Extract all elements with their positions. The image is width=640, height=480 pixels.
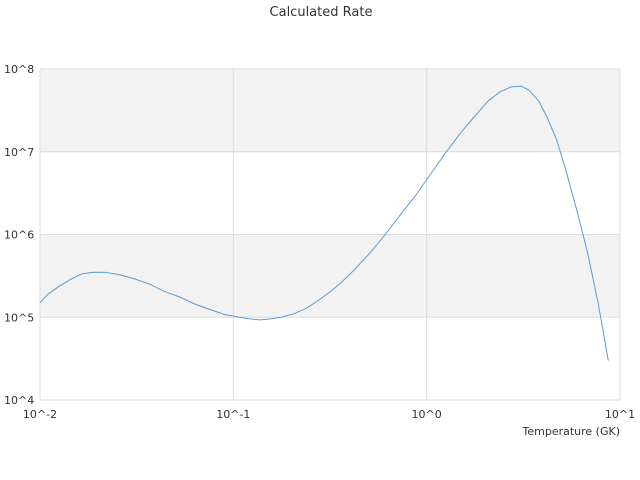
data-point <box>194 303 195 304</box>
data-point <box>271 318 272 319</box>
series-line <box>39 85 609 361</box>
background-bands <box>40 69 620 318</box>
x-tick-label: 10^0 <box>412 408 442 421</box>
data-point <box>353 270 354 271</box>
data-point <box>47 294 48 295</box>
data-point <box>237 316 238 317</box>
data-point <box>383 236 384 237</box>
data-point <box>71 278 72 279</box>
y-tick-labels: 10^4 10^5 10^6 10^7 10^8 <box>4 63 34 407</box>
x-axis-label: Temperature (GK) <box>522 425 621 438</box>
chart-title: Calculated Rate <box>270 5 373 20</box>
data-point <box>566 173 567 174</box>
data-point <box>445 153 446 154</box>
data-point <box>577 211 578 212</box>
data-point <box>597 302 598 303</box>
data-point <box>58 286 59 287</box>
data-point <box>81 273 82 274</box>
data-point <box>316 301 317 302</box>
data-point <box>304 308 305 309</box>
data-point <box>179 297 180 298</box>
data-point <box>608 360 609 361</box>
data-point <box>430 173 431 174</box>
background-band <box>40 234 620 318</box>
data-point <box>500 91 501 92</box>
data-point <box>149 284 150 285</box>
background-band <box>40 69 620 152</box>
data-point <box>164 291 165 292</box>
data-point <box>368 254 369 255</box>
data-point <box>511 86 512 87</box>
series-layer <box>39 85 609 361</box>
data-point <box>209 309 210 310</box>
y-tick-label: 10^5 <box>4 311 34 324</box>
x-tick-label: 10^1 <box>605 408 635 421</box>
y-tick-label: 10^7 <box>4 146 34 159</box>
x-tick-labels: 10^-2 10^-1 10^0 10^1 <box>23 408 635 421</box>
data-point <box>398 216 399 217</box>
data-point <box>475 114 476 115</box>
data-point <box>414 196 415 197</box>
data-point <box>488 100 489 101</box>
data-point <box>460 132 461 133</box>
data-point <box>547 117 548 118</box>
data-point <box>538 100 539 101</box>
y-tick-label: 10^4 <box>4 394 34 407</box>
data-point <box>134 278 135 279</box>
data-point <box>39 302 40 303</box>
data-point <box>529 90 530 91</box>
data-point <box>340 282 341 283</box>
data-point <box>293 313 294 314</box>
y-tick-label: 10^6 <box>4 229 34 242</box>
data-point <box>93 272 94 273</box>
x-tick-label: 10^-1 <box>216 408 250 421</box>
data-point <box>282 316 283 317</box>
data-point <box>521 86 522 87</box>
data-point <box>248 318 249 319</box>
data-point <box>587 252 588 253</box>
data-point <box>328 293 329 294</box>
data-point <box>224 314 225 315</box>
data-point <box>260 319 261 320</box>
data-point <box>120 274 121 275</box>
data-point <box>556 139 557 140</box>
data-point <box>106 272 107 273</box>
gridlines <box>39 68 621 401</box>
x-tick-label: 10^-2 <box>23 408 57 421</box>
y-tick-label: 10^8 <box>4 63 34 76</box>
